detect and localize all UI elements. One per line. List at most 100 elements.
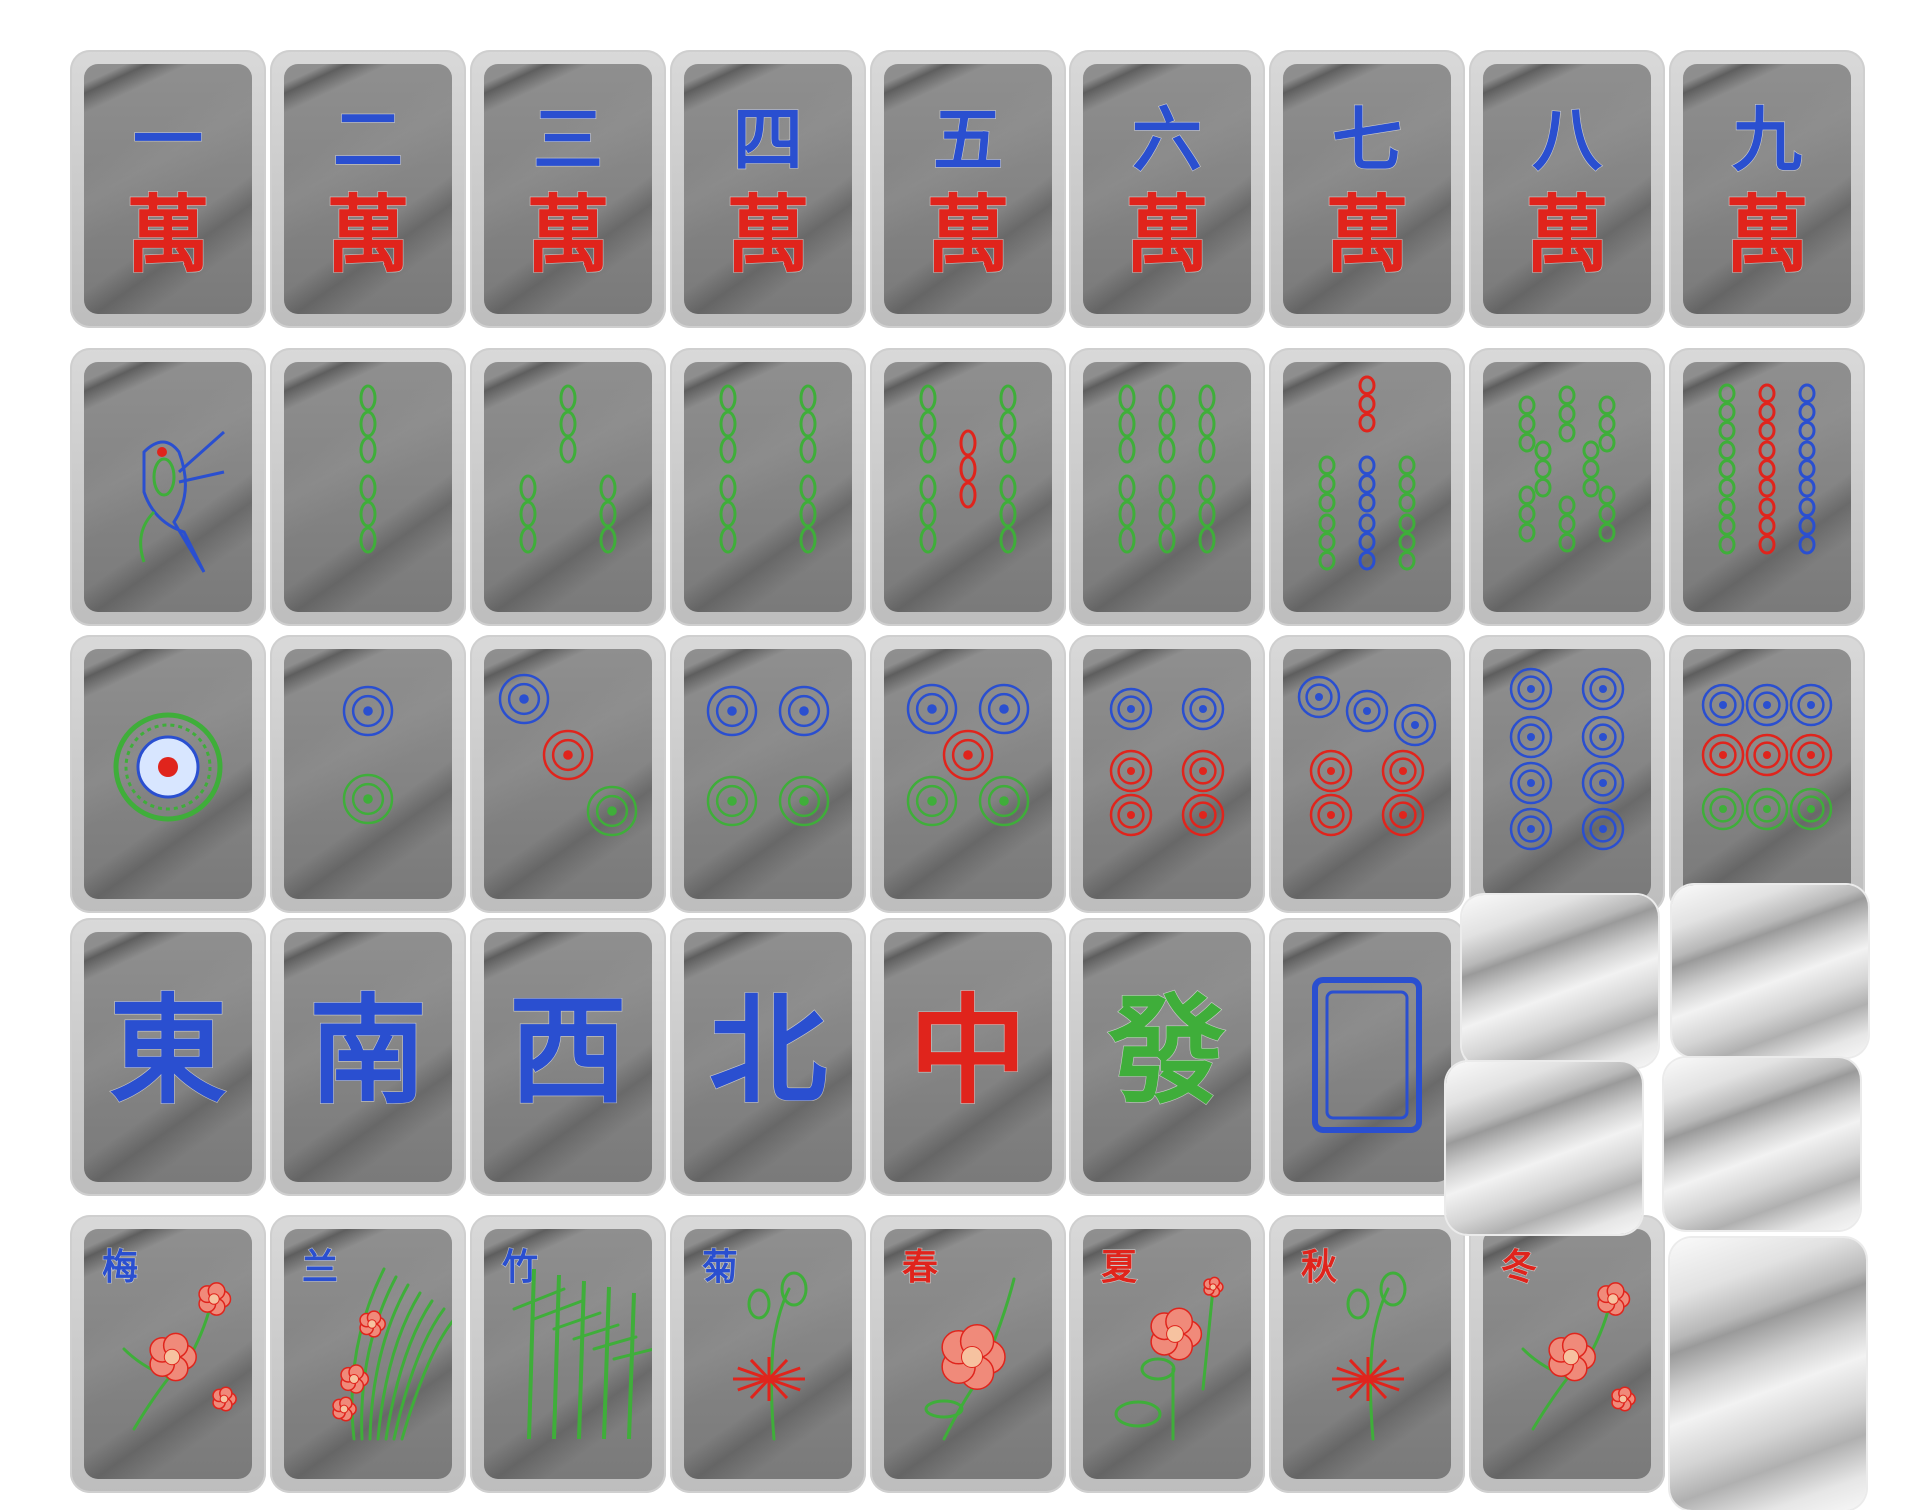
tile-dot-3[interactable] bbox=[470, 635, 666, 913]
tile-wind-west[interactable]: 西 bbox=[470, 918, 666, 1196]
tile-bamboo-3[interactable] bbox=[470, 348, 666, 626]
bamboo-stick bbox=[1758, 497, 1776, 555]
tile-char-6[interactable]: 六萬 bbox=[1069, 50, 1265, 328]
dot-circle bbox=[1381, 793, 1425, 837]
tile-bamboo-6[interactable] bbox=[1069, 348, 1265, 626]
tile-char-7[interactable]: 七萬 bbox=[1269, 50, 1465, 328]
tile-char-5[interactable]: 五萬 bbox=[870, 50, 1066, 328]
dot-circle bbox=[1509, 715, 1553, 759]
tile-face: 竹 bbox=[484, 1229, 652, 1479]
tile-face: 秋 bbox=[1283, 1229, 1451, 1479]
tile-face bbox=[1283, 649, 1451, 899]
bamboo-stick bbox=[999, 384, 1017, 464]
tile-flower-bamboo[interactable]: 竹 bbox=[470, 1215, 666, 1493]
honor-glyph: 南 bbox=[309, 981, 427, 1120]
tile-dot-1[interactable] bbox=[70, 635, 266, 913]
tile-dot-7[interactable] bbox=[1269, 635, 1465, 913]
bamboo-stick bbox=[1758, 440, 1776, 498]
dot-circle bbox=[1509, 761, 1553, 805]
bamboo-stick bbox=[1158, 474, 1176, 554]
flower-label: 冬 bbox=[1501, 1246, 1537, 1288]
tile-dot-2[interactable] bbox=[270, 635, 466, 913]
dot-circle bbox=[1509, 667, 1553, 711]
tile-face bbox=[1083, 362, 1251, 612]
dot-circle bbox=[1109, 749, 1153, 793]
tile-bamboo-4[interactable] bbox=[670, 348, 866, 626]
bamboo-stick bbox=[1358, 455, 1376, 513]
bamboo-stick bbox=[359, 474, 377, 554]
face-down-tile-1[interactable] bbox=[1462, 895, 1658, 1067]
tile-face bbox=[1283, 932, 1451, 1182]
dot-circle bbox=[1109, 687, 1153, 731]
bamboo-stick bbox=[719, 384, 737, 464]
tile-face: 冬 bbox=[1483, 1229, 1651, 1479]
tile-face bbox=[1483, 649, 1651, 899]
tile-face: 五萬 bbox=[884, 64, 1052, 314]
tile-season-winter[interactable]: 冬 bbox=[1469, 1215, 1665, 1493]
tile-bamboo-1[interactable] bbox=[70, 348, 266, 626]
dot-circle bbox=[1581, 807, 1625, 851]
tile-dot-8[interactable] bbox=[1469, 635, 1665, 913]
tile-dot-4[interactable] bbox=[670, 635, 866, 913]
bamboo-stick bbox=[1398, 455, 1416, 513]
tile-face: 七萬 bbox=[1283, 64, 1451, 314]
dot-circle bbox=[1509, 807, 1553, 851]
bamboo-plant-icon bbox=[512, 1268, 652, 1440]
tile-bamboo-8[interactable] bbox=[1469, 348, 1665, 626]
face-down-tile-3[interactable] bbox=[1446, 1062, 1642, 1234]
bamboo-stick bbox=[919, 384, 937, 464]
honor-glyph: 中 bbox=[909, 981, 1027, 1120]
tile-dot-9[interactable] bbox=[1669, 635, 1865, 913]
tile-char-4[interactable]: 四萬 bbox=[670, 50, 866, 328]
dot-circle bbox=[1297, 675, 1341, 719]
dot-circle bbox=[1745, 787, 1789, 831]
tile-bamboo-5[interactable] bbox=[870, 348, 1066, 626]
tile-season-spring[interactable]: 春 bbox=[870, 1215, 1066, 1493]
big-dot-icon bbox=[113, 712, 223, 822]
tile-dragon-green[interactable]: 發 bbox=[1069, 918, 1265, 1196]
tile-dragon-red[interactable]: 中 bbox=[870, 918, 1066, 1196]
tile-bamboo-2[interactable] bbox=[270, 348, 466, 626]
dot-circle bbox=[1393, 703, 1437, 747]
tile-face: 西 bbox=[484, 932, 652, 1182]
flower-label: 兰 bbox=[302, 1246, 338, 1288]
dot-circle bbox=[1581, 761, 1625, 805]
tile-char-3[interactable]: 三萬 bbox=[470, 50, 666, 328]
sparrow-icon bbox=[139, 430, 225, 573]
tile-char-1[interactable]: 一萬 bbox=[70, 50, 266, 328]
wan-label: 萬 bbox=[326, 185, 410, 284]
tile-face: 八萬 bbox=[1483, 64, 1651, 314]
dot-circle bbox=[1181, 749, 1225, 793]
wan-label: 萬 bbox=[926, 185, 1010, 284]
tile-face bbox=[484, 649, 652, 899]
face-down-tile-5[interactable] bbox=[1670, 1238, 1866, 1510]
tile-dot-5[interactable] bbox=[870, 635, 1066, 913]
tile-bamboo-7[interactable] bbox=[1269, 348, 1465, 626]
tile-flower-chrysanthemum[interactable]: 菊 bbox=[670, 1215, 866, 1493]
wan-label: 萬 bbox=[1725, 185, 1809, 284]
tile-face bbox=[1283, 362, 1451, 612]
tile-season-summer[interactable]: 夏 bbox=[1069, 1215, 1265, 1493]
bamboo-stick bbox=[1318, 455, 1336, 513]
tile-face bbox=[284, 649, 452, 899]
bamboo-stick bbox=[1518, 395, 1536, 453]
plum-plant-icon bbox=[122, 1282, 237, 1431]
tile-char-9[interactable]: 九萬 bbox=[1669, 50, 1865, 328]
tile-char-8[interactable]: 八萬 bbox=[1469, 50, 1665, 328]
chrys-plant-icon bbox=[1332, 1271, 1407, 1441]
tile-wind-east[interactable]: 東 bbox=[70, 918, 266, 1196]
tile-dot-6[interactable] bbox=[1069, 635, 1265, 913]
bamboo-stick bbox=[1518, 485, 1536, 543]
flower-label: 梅 bbox=[102, 1246, 138, 1288]
tile-bamboo-9[interactable] bbox=[1669, 348, 1865, 626]
bamboo-stick bbox=[799, 474, 817, 554]
tile-flower-plum[interactable]: 梅 bbox=[70, 1215, 266, 1493]
tile-wind-north[interactable]: 北 bbox=[670, 918, 866, 1196]
tile-char-2[interactable]: 二萬 bbox=[270, 50, 466, 328]
tile-season-autumn[interactable]: 秋 bbox=[1269, 1215, 1465, 1493]
face-down-tile-4[interactable] bbox=[1664, 1058, 1860, 1230]
tile-dragon-white[interactable] bbox=[1269, 918, 1465, 1196]
tile-wind-south[interactable]: 南 bbox=[270, 918, 466, 1196]
face-down-tile-2[interactable] bbox=[1672, 885, 1868, 1057]
tile-flower-orchid[interactable]: 兰 bbox=[270, 1215, 466, 1493]
